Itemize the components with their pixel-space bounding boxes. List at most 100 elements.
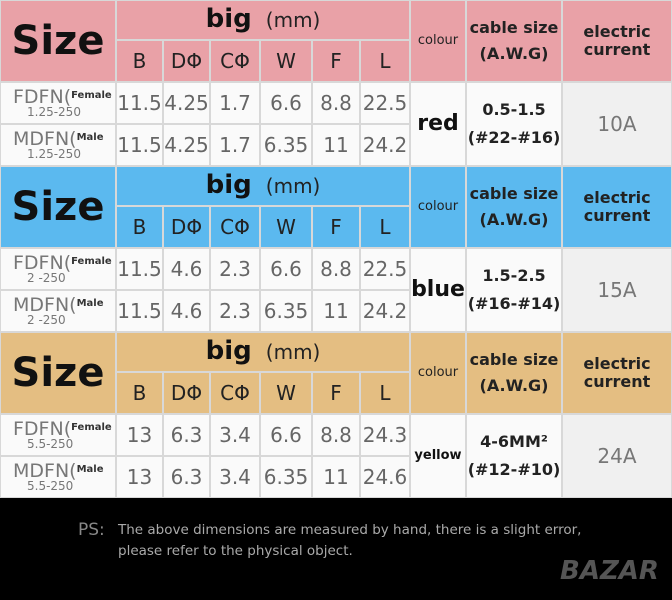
column-label: F <box>330 380 342 405</box>
name-line: FDFN(Female <box>13 418 112 441</box>
dimension-cell: 3.4 <box>210 456 260 498</box>
dimension-cell: 4.6 <box>163 290 210 332</box>
terminal-gender: Female <box>71 421 112 433</box>
column-header: CΦ <box>210 40 260 82</box>
dimension-value: 6.6 <box>270 90 302 115</box>
column-label: CΦ <box>220 380 250 405</box>
colour-cell: red <box>410 82 466 166</box>
column-label: L <box>379 48 391 73</box>
unit-label: (mm) <box>265 173 321 198</box>
column-header: L <box>360 40 410 82</box>
column-label: DΦ <box>170 380 203 405</box>
column-label: W <box>276 380 296 405</box>
terminal-name: MDFN( <box>13 459 77 482</box>
dimension-value: 8.8 <box>320 422 352 447</box>
column-header: CΦ <box>210 206 260 248</box>
dimension-value: 8.8 <box>320 90 352 115</box>
cable-header-label: (A.W.G) <box>479 210 549 229</box>
dimension-cell: 3.4 <box>210 414 260 456</box>
name-cell: MDFN(Male 2 -250 <box>0 290 116 332</box>
dimension-cell: 1.7 <box>210 124 260 166</box>
dimension-value: 22.5 <box>362 256 408 281</box>
current-value: 24A <box>597 443 637 468</box>
dimension-value: 4.6 <box>170 256 203 281</box>
dimension-cell: 6.6 <box>260 414 312 456</box>
column-header: W <box>260 372 312 414</box>
dimension-value: 6.35 <box>263 464 309 489</box>
cable-header: cable size (A.W.G) <box>466 0 562 82</box>
current-header-label: electric <box>583 353 651 373</box>
dimension-cell: 8.8 <box>312 414 360 456</box>
name-cell: MDFN(Male 1.25-250 <box>0 124 116 166</box>
column-header: W <box>260 40 312 82</box>
size-label: Size <box>11 18 105 64</box>
terminal-spec: 1.25-250 <box>27 146 81 161</box>
terminal-gender: Male <box>76 297 104 309</box>
current-header: electric current <box>562 166 672 248</box>
terminal-gender: Male <box>76 463 104 475</box>
name-cell: MDFN(Male 5.5-250 <box>0 456 116 498</box>
colour-header-label: colour <box>417 32 459 48</box>
terminal-gender: Female <box>71 89 112 101</box>
column-label: B <box>132 214 147 239</box>
column-header: L <box>360 206 410 248</box>
column-label: CΦ <box>220 48 250 73</box>
dimension-cell: 6.3 <box>163 456 210 498</box>
cable-header: cable size (A.W.G) <box>466 332 562 414</box>
column-header: W <box>260 206 312 248</box>
colour-cell: yellow <box>410 414 466 498</box>
colour-value: yellow <box>414 447 462 463</box>
dimension-value: 13 <box>126 422 153 447</box>
column-header: DΦ <box>163 40 210 82</box>
dimension-cell: 6.35 <box>260 456 312 498</box>
column-label: DΦ <box>170 214 203 239</box>
cable-header-label: (A.W.G) <box>479 44 549 63</box>
cable-value: 0.5-1.5 <box>482 99 546 119</box>
terminal-name: FDFN( <box>13 251 72 274</box>
cable-header-label: (A.W.G) <box>479 376 549 395</box>
big-label: big <box>205 336 252 367</box>
dimension-cell: 4.6 <box>163 248 210 290</box>
dimension-cell: 4.25 <box>163 82 210 124</box>
unit-label: (mm) <box>265 7 321 32</box>
current-cell: 10A <box>562 82 672 166</box>
dimension-cell: 1.7 <box>210 82 260 124</box>
dimension-value: 1.7 <box>219 90 251 115</box>
dimension-value: 6.3 <box>170 464 203 489</box>
footer-prefix: PS: <box>78 520 105 540</box>
dimension-value: 3.4 <box>219 464 251 489</box>
column-header: F <box>312 372 360 414</box>
column-label: W <box>276 48 296 73</box>
big-cell: big (mm) <box>116 0 410 40</box>
column-label: CΦ <box>220 214 250 239</box>
cable-cell: 1.5-2.5 (#16-#14) <box>466 248 562 332</box>
column-header: DΦ <box>163 206 210 248</box>
footer-line: The above dimensions are measured by han… <box>118 522 582 538</box>
dimension-cell: 11.5 <box>116 290 163 332</box>
cable-value: 1.5-2.5 <box>482 265 546 285</box>
column-header: B <box>116 372 163 414</box>
dimension-cell: 6.35 <box>260 290 312 332</box>
dimension-cell: 11 <box>312 124 360 166</box>
current-value: 10A <box>597 111 637 136</box>
big-cell: big (mm) <box>116 332 410 372</box>
dimension-value: 11.5 <box>117 298 162 323</box>
name-line: FDFN(Female <box>13 86 112 109</box>
dimension-value: 24.2 <box>362 132 408 157</box>
dimension-value: 11 <box>323 298 349 323</box>
column-label: B <box>132 48 147 73</box>
dimension-value: 1.7 <box>219 132 251 157</box>
dimension-cell: 4.25 <box>163 124 210 166</box>
dimension-cell: 2.3 <box>210 248 260 290</box>
big-label: big <box>205 170 252 201</box>
cable-header: cable size (A.W.G) <box>466 166 562 248</box>
column-label: F <box>330 214 342 239</box>
colour-header-label: colour <box>417 364 459 380</box>
size-cell: Size <box>0 166 116 248</box>
column-label: L <box>379 214 391 239</box>
dimension-value: 6.35 <box>263 298 309 323</box>
big-cell: big (mm) <box>116 166 410 206</box>
column-header: B <box>116 206 163 248</box>
big-label: big <box>205 4 252 35</box>
colour-cell: blue <box>410 248 466 332</box>
